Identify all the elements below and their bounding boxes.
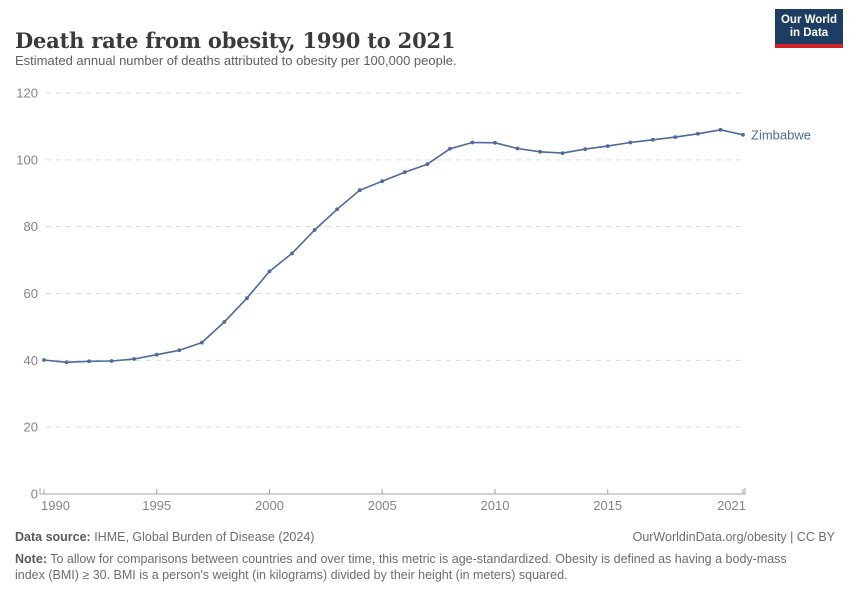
- data-point[interactable]: [357, 188, 362, 193]
- data-source-line: Data source: IHME, Global Burden of Dise…: [15, 530, 314, 544]
- x-tick-label: 2015: [593, 498, 622, 513]
- page-title: Death rate from obesity, 1990 to 2021: [15, 28, 456, 54]
- owid-logo[interactable]: Our World in Data: [775, 9, 843, 48]
- owid-logo-line2: in Data: [789, 26, 829, 39]
- data-point[interactable]: [538, 149, 542, 154]
- y-tick-label: 120: [16, 86, 38, 101]
- y-tick-label: 20: [24, 420, 38, 435]
- data-point[interactable]: [177, 348, 182, 353]
- note-text: To allow for comparisons between countri…: [15, 552, 787, 582]
- x-tick-label: 2000: [255, 498, 284, 513]
- y-tick-label: 60: [24, 286, 38, 301]
- data-point[interactable]: [380, 179, 385, 184]
- data-source-text: IHME, Global Burden of Disease (2024): [90, 530, 315, 544]
- data-point[interactable]: [199, 340, 204, 345]
- y-tick-label: 40: [24, 353, 38, 368]
- x-tick-label: 2021: [717, 498, 746, 513]
- data-point[interactable]: [493, 140, 497, 145]
- data-point[interactable]: [42, 358, 46, 362]
- entity-label[interactable]: Zimbabwe: [751, 127, 811, 142]
- data-point[interactable]: [650, 137, 655, 142]
- chart-subtitle: Estimated annual number of deaths attrib…: [15, 53, 457, 68]
- data-source-label: Data source:: [15, 530, 91, 544]
- data-point[interactable]: [109, 359, 114, 363]
- data-point[interactable]: [335, 207, 339, 212]
- data-point[interactable]: [470, 140, 475, 145]
- data-point[interactable]: [628, 140, 633, 145]
- data-point[interactable]: [154, 352, 159, 357]
- x-tick-label: 2010: [481, 498, 510, 513]
- line-chart-canvas[interactable]: 0 20 40 60 80 100 120 1990 1995 2000 2005 2010 2015 2…: [0, 85, 850, 525]
- data-point[interactable]: [222, 320, 227, 324]
- chart-note: Note: To allow for comparisons between c…: [15, 551, 815, 583]
- chart-footer: Data source: IHME, Global Burden of Dise…: [15, 530, 835, 583]
- data-point[interactable]: [696, 131, 700, 136]
- y-tick-label: 80: [24, 219, 38, 234]
- data-point[interactable]: [560, 151, 565, 155]
- data-point[interactable]: [583, 147, 588, 151]
- data-point[interactable]: [132, 357, 137, 361]
- x-tick-label: 2005: [368, 498, 397, 513]
- data-point[interactable]: [718, 127, 723, 132]
- data-point[interactable]: [448, 146, 452, 151]
- data-point[interactable]: [245, 296, 249, 301]
- data-line[interactable]: [43, 128, 744, 364]
- data-point[interactable]: [87, 359, 91, 364]
- y-tick-label: 100: [16, 152, 38, 167]
- data-point[interactable]: [515, 146, 520, 151]
- data-point[interactable]: [64, 360, 69, 365]
- data-point[interactable]: [673, 135, 678, 139]
- data-point[interactable]: [741, 132, 745, 137]
- attribution-link[interactable]: OurWorldinData.org/obesity | CC BY: [632, 530, 835, 544]
- data-point[interactable]: [267, 269, 272, 274]
- x-tick-label: 1995: [142, 498, 171, 513]
- note-label: Note:: [15, 552, 47, 566]
- data-point[interactable]: [605, 144, 610, 148]
- x-tick-label: 1990: [41, 498, 70, 513]
- data-point[interactable]: [312, 228, 317, 232]
- data-point[interactable]: [290, 251, 294, 256]
- data-point[interactable]: [425, 162, 430, 167]
- y-tick-label: 0: [31, 487, 38, 502]
- data-point[interactable]: [402, 170, 407, 175]
- owid-logo-line1: Our World: [780, 13, 837, 26]
